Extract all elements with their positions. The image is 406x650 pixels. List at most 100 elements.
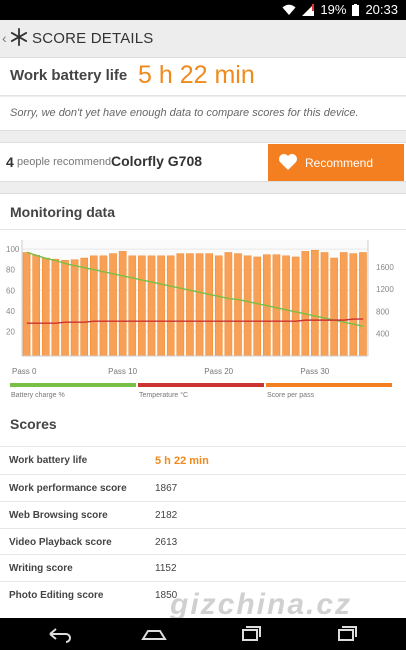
score-bar xyxy=(224,252,233,357)
score-bar xyxy=(109,253,117,357)
score-bar xyxy=(301,251,310,357)
recommend-text: people recommend xyxy=(17,156,112,168)
x-tick-label: Pass 30 xyxy=(300,367,329,376)
signal-icon xyxy=(302,3,315,16)
score-bar xyxy=(80,257,89,357)
score-row: Web Browsing score 2182 xyxy=(0,501,406,528)
score-value: 1850 xyxy=(155,590,178,601)
score-bar xyxy=(41,257,50,357)
navigation-bar xyxy=(0,618,406,650)
score-bar xyxy=(157,255,165,357)
battery-charge-line xyxy=(26,251,364,327)
score-bar xyxy=(118,251,127,357)
legend-swatch xyxy=(266,383,392,387)
nav-home-icon[interactable] xyxy=(140,624,168,644)
score-value: 1152 xyxy=(155,563,177,574)
monitoring-panel: Monitoring data 100 80 60 40 20 1600 1200 800 40… xyxy=(0,193,406,408)
nav-recents-icon[interactable] xyxy=(236,624,264,644)
score-bar xyxy=(243,255,252,357)
score-bar xyxy=(330,257,338,357)
score-bar xyxy=(32,255,40,357)
score-bar xyxy=(186,253,194,357)
y-tick-label-left: 100 xyxy=(6,245,20,254)
legend-swatch xyxy=(10,383,136,387)
page-title: SCORE DETAILS xyxy=(32,30,154,47)
x-tick-label: Pass 0 xyxy=(12,367,37,376)
notice-text: Sorry, we don't yet have enough data to … xyxy=(10,107,359,119)
score-bar xyxy=(234,253,242,357)
score-bar xyxy=(291,256,300,357)
status-bar: 19% 20:33 xyxy=(0,0,406,20)
result-value: 5 h 22 min xyxy=(138,61,255,89)
snowflake-logo-icon[interactable] xyxy=(10,28,28,46)
score-bar xyxy=(176,253,185,357)
nav-recents-icon[interactable] xyxy=(332,624,360,644)
score-label: Web Browsing score xyxy=(9,510,108,521)
score-value: 1867 xyxy=(155,483,178,494)
score-bar xyxy=(272,254,281,357)
y-tick-label-right: 1600 xyxy=(376,263,394,272)
recommend-count: 4 xyxy=(6,154,14,170)
legend-label: Battery charge % xyxy=(11,392,65,399)
monitoring-title: Monitoring data xyxy=(10,204,115,220)
recommend-panel: 4 people recommend Colorfly G708 Recomme… xyxy=(0,142,406,182)
recommend-button-label: Recommend xyxy=(305,156,374,170)
score-bar xyxy=(359,252,367,357)
score-bar xyxy=(51,258,60,357)
y-tick-label-right: 400 xyxy=(376,330,390,339)
legend-label: Temperature °C xyxy=(139,391,188,399)
back-chevron-icon[interactable]: ‹ xyxy=(2,30,7,46)
legend-label: Score per pass xyxy=(267,392,315,399)
app-bar: ‹ SCORE DETAILS xyxy=(0,20,406,58)
y-tick-label-left: 40 xyxy=(6,307,15,316)
score-bar xyxy=(61,260,69,357)
notice-panel: Sorry, we don't yet have enough data to … xyxy=(0,97,406,131)
score-bar xyxy=(339,252,348,357)
y-tick-label-right: 800 xyxy=(376,307,390,316)
score-label: Photo Editing score xyxy=(9,590,104,601)
battery-icon xyxy=(352,3,360,16)
recommend-button[interactable]: Recommend xyxy=(268,144,404,181)
score-bar xyxy=(253,256,262,357)
scores-panel: Scores Work battery life 5 h 22 min Work… xyxy=(0,408,406,618)
score-bar xyxy=(311,250,319,357)
y-tick-label-left: 80 xyxy=(6,266,15,275)
score-label: Writing score xyxy=(9,563,73,574)
monitoring-chart: 100 80 60 40 20 1600 1200 800 400 Pass 0 Pass 10 Pa… xyxy=(6,240,394,399)
score-bar xyxy=(282,255,290,357)
score-bar xyxy=(128,255,137,357)
score-label: Video Playback score xyxy=(9,537,112,548)
clock: 20:33 xyxy=(365,2,398,17)
score-row: Writing score 1152 xyxy=(0,554,406,581)
battery-percent: 19% xyxy=(320,2,347,17)
score-row: Photo Editing score 1850 xyxy=(0,581,406,608)
score-value: 2182 xyxy=(155,510,178,521)
score-bar xyxy=(320,252,329,357)
score-row: Work battery life 5 h 22 min xyxy=(0,446,406,473)
score-bar xyxy=(166,255,175,357)
y-tick-label-right: 1200 xyxy=(376,285,394,294)
scores-title: Scores xyxy=(10,416,57,432)
watermark: gizchina.cz xyxy=(170,588,353,621)
score-label: Work performance score xyxy=(9,483,127,494)
score-bar xyxy=(349,253,358,357)
score-label: Work battery life xyxy=(9,455,88,466)
nav-back-icon[interactable] xyxy=(46,624,74,644)
divider xyxy=(0,229,406,230)
score-bar xyxy=(147,255,156,357)
heart-icon xyxy=(279,154,297,170)
score-bar xyxy=(205,253,213,357)
wifi-icon xyxy=(282,4,296,15)
temperature-line xyxy=(26,318,364,324)
result-panel: Work battery life 5 h 22 min xyxy=(0,58,406,96)
result-label: Work battery life xyxy=(10,67,128,84)
score-row: Video Playback score 2613 xyxy=(0,528,406,555)
x-tick-label: Pass 10 xyxy=(108,367,137,376)
x-tick-label: Pass 20 xyxy=(204,367,233,376)
device-name: Colorfly G708 xyxy=(111,153,203,169)
score-bar xyxy=(70,259,79,357)
score-bar xyxy=(195,253,204,357)
plot-area xyxy=(22,240,368,356)
score-value: 2613 xyxy=(155,537,178,548)
score-bar xyxy=(214,255,223,357)
